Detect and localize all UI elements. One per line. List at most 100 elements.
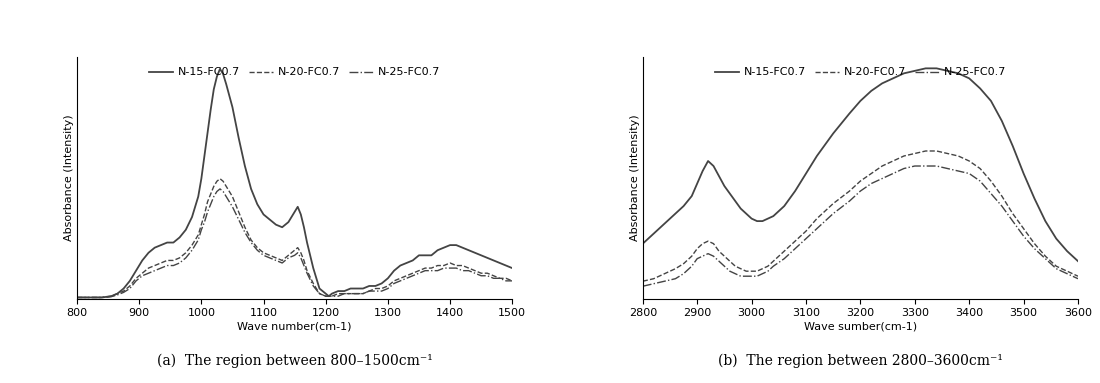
N-20-FC0.7 (130, 276, 143, 281)
N-20-FC0.7 (691, 246, 704, 251)
N-15-FC0.7 (865, 88, 878, 93)
N-20-FC0.7 (811, 216, 824, 221)
N-20-FC0.7 (843, 189, 856, 193)
N-15-FC0.7 (669, 211, 682, 216)
N-15-FC0.7 (778, 204, 791, 208)
N-20-FC0.7 (789, 239, 802, 244)
N-15-FC0.7 (761, 216, 774, 221)
N-25-FC0.7 (718, 264, 732, 268)
N-25-FC0.7 (356, 291, 370, 296)
N-25-FC0.7 (1049, 267, 1063, 271)
N-25-FC0.7 (756, 272, 769, 276)
N-15-FC0.7 (811, 154, 824, 158)
N-20-FC0.7 (984, 179, 998, 183)
N-15-FC0.7 (691, 181, 704, 186)
N-20-FC0.7 (756, 267, 769, 271)
Line: N-25-FC0.7: N-25-FC0.7 (77, 189, 513, 298)
N-15-FC0.7 (920, 66, 933, 70)
N-20-FC0.7 (940, 151, 954, 156)
N-20-FC0.7 (750, 269, 763, 273)
Y-axis label: Absorbance (Intensity): Absorbance (Intensity) (630, 115, 640, 241)
N-20-FC0.7 (952, 154, 965, 158)
N-15-FC0.7 (707, 164, 721, 168)
N-25-FC0.7 (696, 254, 710, 259)
Line: N-15-FC0.7: N-15-FC0.7 (642, 68, 1078, 261)
N-20-FC0.7 (1071, 274, 1085, 278)
N-20-FC0.7 (1018, 226, 1031, 231)
N-15-FC0.7 (419, 253, 432, 258)
Legend: N-15-FC0.7, N-20-FC0.7, N-25-FC0.7: N-15-FC0.7, N-20-FC0.7, N-25-FC0.7 (144, 63, 444, 82)
N-25-FC0.7 (984, 191, 998, 196)
Line: N-15-FC0.7: N-15-FC0.7 (77, 69, 513, 298)
N-15-FC0.7 (800, 171, 813, 176)
N-20-FC0.7 (213, 177, 227, 181)
N-25-FC0.7 (920, 164, 933, 168)
N-25-FC0.7 (826, 211, 839, 216)
N-20-FC0.7 (707, 241, 721, 246)
N-15-FC0.7 (898, 71, 911, 76)
N-25-FC0.7 (952, 169, 965, 173)
N-20-FC0.7 (728, 264, 741, 268)
N-15-FC0.7 (1038, 219, 1052, 223)
N-25-FC0.7 (811, 226, 824, 231)
Text: (a)  The region between 800–1500cm⁻¹: (a) The region between 800–1500cm⁻¹ (156, 353, 432, 368)
N-15-FC0.7 (728, 199, 741, 203)
N-20-FC0.7 (909, 151, 922, 156)
N-15-FC0.7 (876, 81, 889, 86)
N-15-FC0.7 (297, 225, 310, 229)
N-20-FC0.7 (718, 254, 732, 259)
N-25-FC0.7 (800, 236, 813, 241)
N-25-FC0.7 (728, 272, 741, 276)
Line: N-20-FC0.7: N-20-FC0.7 (77, 179, 513, 298)
N-20-FC0.7 (1060, 269, 1074, 273)
N-25-FC0.7 (778, 256, 791, 261)
N-25-FC0.7 (676, 272, 690, 276)
N-15-FC0.7 (854, 98, 867, 103)
N-25-FC0.7 (685, 264, 698, 268)
N-20-FC0.7 (723, 259, 736, 264)
Line: N-20-FC0.7: N-20-FC0.7 (642, 151, 1078, 281)
N-25-FC0.7 (297, 263, 310, 268)
N-15-FC0.7 (130, 268, 143, 273)
N-15-FC0.7 (940, 69, 954, 73)
N-20-FC0.7 (669, 267, 682, 271)
N-20-FC0.7 (876, 164, 889, 168)
N-20-FC0.7 (297, 258, 310, 263)
N-25-FC0.7 (940, 166, 954, 171)
N-25-FC0.7 (213, 187, 227, 191)
N-20-FC0.7 (854, 179, 867, 183)
N-25-FC0.7 (909, 164, 922, 168)
N-20-FC0.7 (800, 229, 813, 233)
N-15-FC0.7 (826, 131, 839, 136)
N-20-FC0.7 (739, 269, 752, 273)
N-25-FC0.7 (974, 179, 987, 183)
N-25-FC0.7 (707, 254, 721, 259)
N-20-FC0.7 (356, 291, 370, 296)
N-20-FC0.7 (887, 159, 900, 163)
N-15-FC0.7 (1049, 236, 1063, 241)
Legend: N-15-FC0.7, N-20-FC0.7, N-25-FC0.7: N-15-FC0.7, N-20-FC0.7, N-25-FC0.7 (711, 63, 1011, 82)
N-15-FC0.7 (213, 67, 227, 71)
N-15-FC0.7 (843, 111, 856, 116)
N-20-FC0.7 (713, 249, 726, 254)
Line: N-25-FC0.7: N-25-FC0.7 (642, 166, 1078, 286)
N-20-FC0.7 (826, 201, 839, 206)
N-15-FC0.7 (70, 295, 84, 300)
N-25-FC0.7 (789, 246, 802, 251)
N-20-FC0.7 (344, 291, 358, 296)
N-15-FC0.7 (930, 66, 943, 70)
N-15-FC0.7 (767, 214, 780, 218)
X-axis label: Wave number(cm-1): Wave number(cm-1) (238, 321, 352, 331)
N-20-FC0.7 (962, 159, 976, 163)
N-20-FC0.7 (419, 266, 432, 270)
N-20-FC0.7 (506, 278, 519, 283)
N-15-FC0.7 (713, 174, 726, 178)
Text: (b)  The region between 2800–3600cm⁻¹: (b) The region between 2800–3600cm⁻¹ (718, 353, 1003, 368)
N-15-FC0.7 (718, 184, 732, 188)
N-25-FC0.7 (865, 181, 878, 186)
N-20-FC0.7 (636, 279, 649, 283)
N-20-FC0.7 (70, 295, 84, 300)
N-20-FC0.7 (1049, 264, 1063, 268)
N-25-FC0.7 (962, 171, 976, 176)
N-25-FC0.7 (713, 259, 726, 264)
